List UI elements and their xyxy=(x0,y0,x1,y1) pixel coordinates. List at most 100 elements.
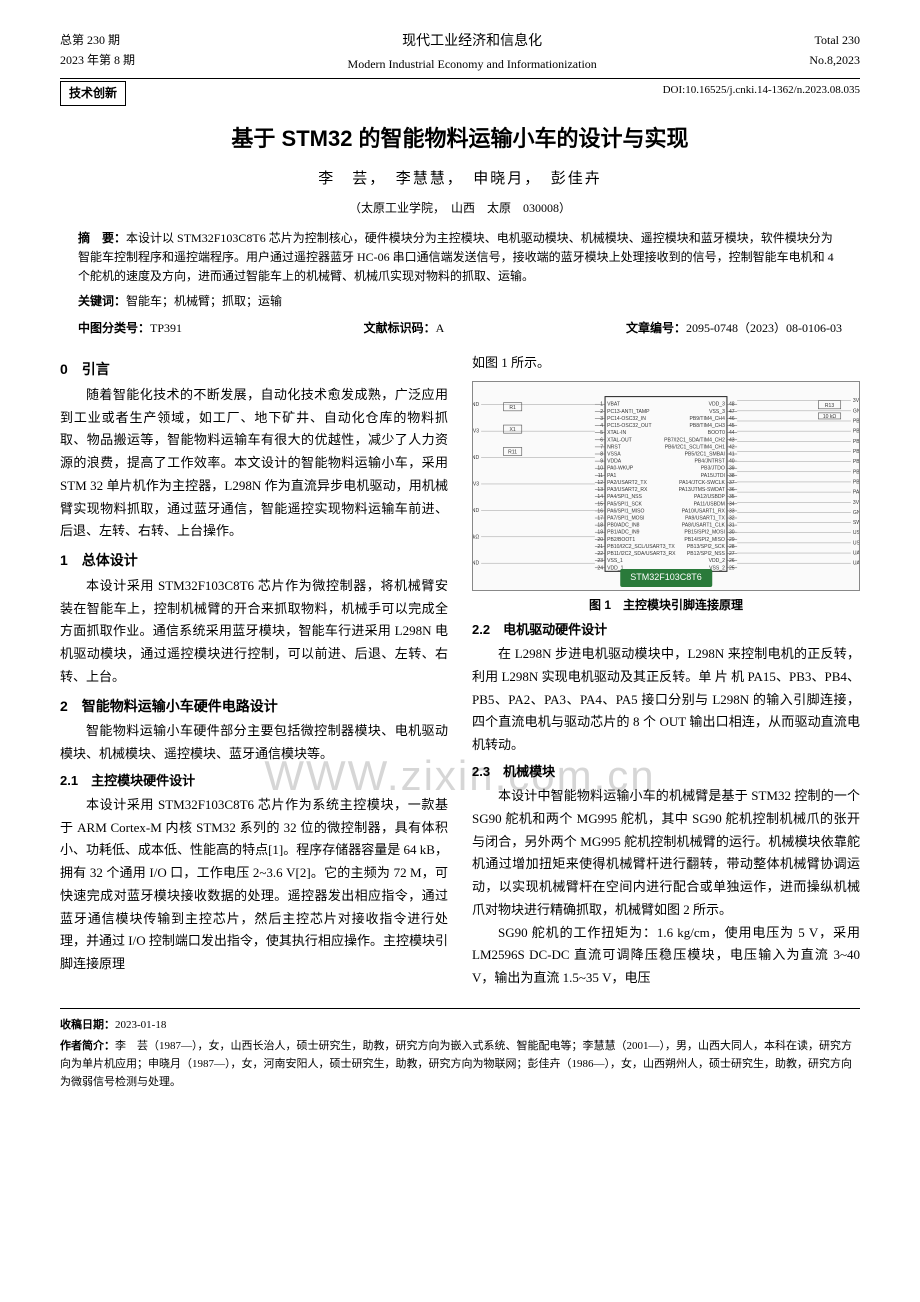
svg-text:9: 9 xyxy=(600,458,603,464)
svg-text:PB12/SPI2_NSS: PB12/SPI2_NSS xyxy=(687,551,726,557)
svg-text:PC14-OSC32_IN: PC14-OSC32_IN xyxy=(607,416,646,422)
journal-en: Modern Industrial Economy and Informatio… xyxy=(135,54,809,74)
total-en: Total 230 xyxy=(809,30,860,50)
svg-text:PB7: PB7 xyxy=(853,439,859,445)
svg-text:8: 8 xyxy=(600,451,603,457)
svg-text:42: 42 xyxy=(729,444,735,450)
abstract-label: 摘 要： xyxy=(78,231,126,245)
circuit-diagram-svg: VBAT1PC13-ANTI_TAMP2PC14-OSC32_IN3PC15-O… xyxy=(473,382,859,590)
svg-text:48: 48 xyxy=(729,402,735,408)
svg-text:PA2/USART2_TX: PA2/USART2_TX xyxy=(607,480,647,486)
issue-total: 总第 230 期 xyxy=(60,30,135,50)
svg-text:PA13/JTMS-SWDAT: PA13/JTMS-SWDAT xyxy=(679,487,725,493)
sec1-heading: 1 总体设计 xyxy=(60,549,448,573)
svg-text:PB6/I2C1_SCL/TIM4_CH1: PB6/I2C1_SCL/TIM4_CH1 xyxy=(665,444,725,450)
svg-text:PA8/USART1_CLK: PA8/USART1_CLK xyxy=(682,522,726,528)
sec23-p2: SG90 舵机的工作扭矩为：1.6 kg/cm，使用电压为 5 V，采用 LM2… xyxy=(472,922,860,990)
doi: DOI:10.16525/j.cnki.14-1362/n.2023.08.03… xyxy=(663,81,860,105)
body-columns: 0 引言 随着智能化技术的不断发展，自动化技术愈发成熟，广泛应用到工业或者生产领… xyxy=(60,352,860,990)
svg-text:USB_DM: USB_DM xyxy=(853,540,859,546)
svg-text:PA10/USART1_RX: PA10/USART1_RX xyxy=(682,508,726,514)
svg-text:PA4/SPI1_NSS: PA4/SPI1_NSS xyxy=(607,494,642,500)
svg-text:3V3: 3V3 xyxy=(473,428,479,434)
doc-label: 文献标识码： xyxy=(364,321,436,335)
svg-text:SWD_IO: SWD_IO xyxy=(853,520,859,526)
svg-text:18: 18 xyxy=(597,522,603,528)
svg-text:PA1: PA1 xyxy=(607,473,616,479)
tech-tag: 技术创新 xyxy=(60,81,126,105)
sec23-p1: 本设计中智能物料运输小车的机械臂是基于 STM32 控制的一个 SG90 舵机和… xyxy=(472,785,860,922)
clc: TP391 xyxy=(150,321,182,335)
article-title: 基于 STM32 的智能物料运输小车的设计与实现 xyxy=(60,120,860,157)
svg-text:28: 28 xyxy=(729,544,735,550)
svg-text:32: 32 xyxy=(729,515,735,521)
svg-text:VSS_1: VSS_1 xyxy=(607,558,623,564)
svg-text:PB9/TIM4_CH4: PB9/TIM4_CH4 xyxy=(689,416,725,422)
svg-text:29: 29 xyxy=(729,537,735,543)
svg-text:PA15: PA15 xyxy=(853,489,859,495)
sec23-heading: 2.3 机械模块 xyxy=(472,761,860,783)
svg-text:PB3/JTDO: PB3/JTDO xyxy=(701,465,725,471)
svg-text:PA5/SPI1_SCK: PA5/SPI1_SCK xyxy=(607,501,642,507)
svg-text:PB2/BOOT1: PB2/BOOT1 xyxy=(607,537,635,543)
svg-text:R13: R13 xyxy=(825,403,834,409)
svg-text:PB6: PB6 xyxy=(853,449,859,455)
svg-text:3V3: 3V3 xyxy=(853,398,859,404)
svg-text:PB3: PB3 xyxy=(853,479,859,485)
doc-code: A xyxy=(436,321,445,335)
svg-text:USB_DP: USB_DP xyxy=(853,530,859,536)
svg-text:3V3: 3V3 xyxy=(473,481,479,487)
sec2-heading: 2 智能物料运输小车硬件电路设计 xyxy=(60,695,448,719)
svg-text:10: 10 xyxy=(597,465,603,471)
svg-text:UART1_RX: UART1_RX xyxy=(853,550,859,556)
svg-text:GND: GND xyxy=(853,510,859,516)
svg-text:PA3/USART2_RX: PA3/USART2_RX xyxy=(607,487,648,493)
svg-text:34: 34 xyxy=(729,501,735,507)
svg-text:PB4: PB4 xyxy=(853,469,859,475)
svg-text:4: 4 xyxy=(600,423,603,429)
svg-text:PA11/USBDM: PA11/USBDM xyxy=(694,501,725,507)
svg-text:GND: GND xyxy=(473,455,479,461)
svg-text:VDDA: VDDA xyxy=(607,458,622,464)
svg-text:45: 45 xyxy=(729,423,735,429)
keywords: 关键词：智能车；机械臂；抓取；运输 xyxy=(78,292,842,311)
svg-text:PB7/I2C1_SDA/TIM4_CH2: PB7/I2C1_SDA/TIM4_CH2 xyxy=(664,437,725,443)
svg-text:PB10/I2C2_SCL/USART3_TX: PB10/I2C2_SCL/USART3_TX xyxy=(607,544,675,550)
svg-text:NRST: NRST xyxy=(607,444,621,450)
svg-text:10 kΩ: 10 kΩ xyxy=(823,414,837,420)
svg-text:3V3: 3V3 xyxy=(853,500,859,506)
svg-text:X1: X1 xyxy=(510,427,516,433)
sec0-p1: 随着智能化技术的不断发展，自动化技术愈发成熟，广泛应用到工业或者生产领域，如工厂… xyxy=(60,384,448,543)
sec22-p1: 在 L298N 步进电机驱动模块中，L298N 来控制电机的正反转，利用 L29… xyxy=(472,643,860,757)
sec1-p1: 本设计采用 STM32F103C8T6 芯片作为微控制器，将机械臂安装在智能车上… xyxy=(60,575,448,689)
svg-text:39: 39 xyxy=(729,465,735,471)
svg-text:VDD_3: VDD_3 xyxy=(709,402,726,408)
svg-text:PB8/TIM4_CH3: PB8/TIM4_CH3 xyxy=(689,423,725,429)
svg-text:PA7/SPI1_MOSI: PA7/SPI1_MOSI xyxy=(607,515,644,521)
svg-text:33: 33 xyxy=(729,508,735,514)
svg-text:23: 23 xyxy=(597,558,603,564)
svg-text:PB11/I2C2_SDA/USART3_RX: PB11/I2C2_SDA/USART3_RX xyxy=(607,551,676,557)
clc-label: 中图分类号： xyxy=(78,321,150,335)
svg-text:PB4/JNTRST: PB4/JNTRST xyxy=(695,458,725,464)
svg-text:VDD_2: VDD_2 xyxy=(709,558,726,564)
page-header: 总第 230 期 2023 年第 8 期 现代工业经济和信息化 Modern I… xyxy=(60,30,860,79)
svg-text:VSSA: VSSA xyxy=(607,451,621,457)
right-intro: 如图 1 所示。 xyxy=(472,352,860,375)
svg-text:PA0-WKUP: PA0-WKUP xyxy=(607,465,634,471)
article-num: 2095-0748（2023）08-0106-03 xyxy=(686,321,842,335)
svg-text:10 kΩ: 10 kΩ xyxy=(473,534,479,540)
svg-text:GND: GND xyxy=(853,408,859,414)
svg-text:PC15-OSC32_OUT: PC15-OSC32_OUT xyxy=(607,423,651,429)
svg-text:VSS_3: VSS_3 xyxy=(709,409,725,415)
svg-text:PB5/I2C1_SMBAI: PB5/I2C1_SMBAI xyxy=(685,451,725,457)
svg-text:24: 24 xyxy=(597,565,603,571)
svg-text:6: 6 xyxy=(600,437,603,443)
sec21-heading: 2.1 主控模块硬件设计 xyxy=(60,770,448,792)
svg-text:PB13/SPI2_SCK: PB13/SPI2_SCK xyxy=(687,544,726,550)
svg-text:PA9/USART1_TX: PA9/USART1_TX xyxy=(685,515,725,521)
svg-text:41: 41 xyxy=(729,451,735,457)
keywords-text: 智能车；机械臂；抓取；运输 xyxy=(126,294,282,308)
sec2-p1: 智能物料运输小车硬件部分主要包括微控制器模块、电机驱动模块、机械模块、遥控模块、… xyxy=(60,720,448,766)
svg-text:PB8: PB8 xyxy=(853,428,859,434)
